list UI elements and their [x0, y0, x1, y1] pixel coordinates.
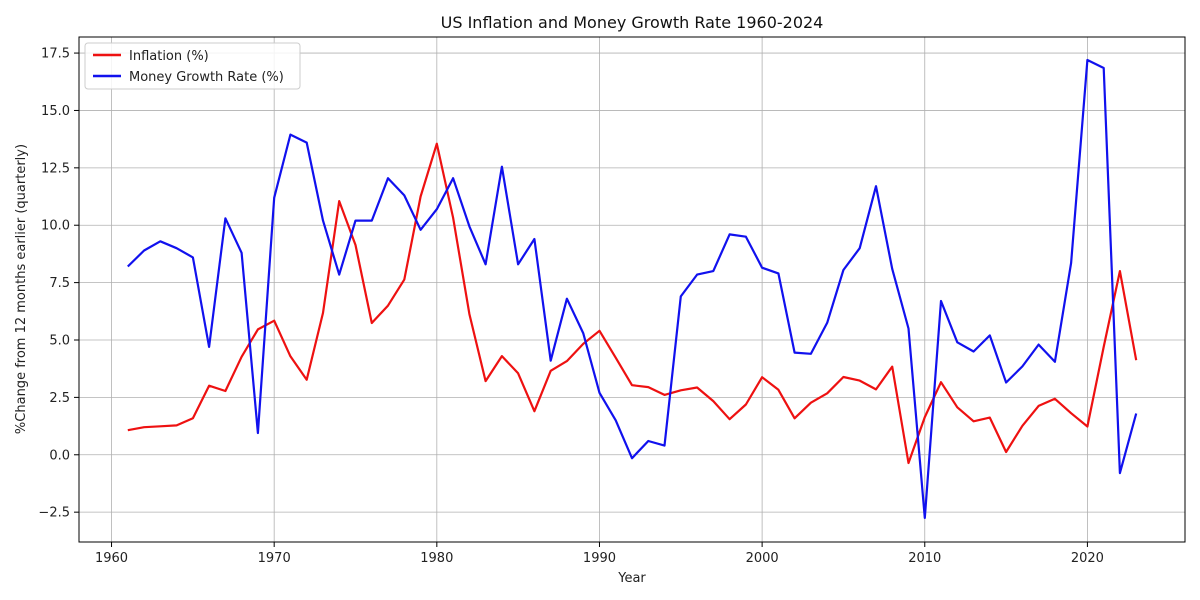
legend-box: [84, 42, 301, 90]
axis-ticks: 1960 1970 1980 1990 2000 2010 2020 −2.5 0.0 2.5 5.…: [38, 47, 1104, 566]
y-tick-label: 17.5: [41, 47, 70, 62]
x-tick-label: 1970: [258, 551, 291, 566]
chart-title: US Inflation and Money Growth Rate 1960-…: [441, 13, 824, 32]
x-tick-label: 1960: [95, 551, 128, 566]
x-tick-label: 1990: [583, 551, 616, 566]
x-tick-label: 2020: [1071, 551, 1104, 566]
y-tick-label: 0.0: [49, 448, 70, 463]
series-line-inflation: [127, 142, 1138, 465]
y-tick-label: 7.5: [49, 276, 70, 291]
y-tick-label: 10.0: [41, 219, 70, 234]
series-lines: [127, 58, 1138, 520]
y-axis-title: %Change from 12 months earlier (quarterl…: [14, 144, 29, 434]
gridlines: [79, 37, 1185, 542]
y-tick-label: −2.5: [38, 506, 70, 521]
legend-label-inflation: Inflation (%): [129, 49, 209, 64]
y-tick-label: 12.5: [41, 161, 70, 176]
y-tick-label: 5.0: [49, 334, 70, 349]
y-tick-label: 15.0: [41, 104, 70, 119]
plot-frame: [78, 36, 1186, 543]
y-tick-label: 2.5: [49, 391, 70, 406]
legend-label-money-growth: Money Growth Rate (%): [129, 70, 284, 85]
x-tick-label: 1980: [420, 551, 453, 566]
series-line-money-growth: [127, 58, 1138, 520]
x-axis-title: Year: [617, 571, 646, 586]
x-tick-label: 2000: [746, 551, 779, 566]
legend: Inflation (%) Money Growth Rate (%): [84, 42, 301, 90]
x-tick-label: 2010: [908, 551, 941, 566]
